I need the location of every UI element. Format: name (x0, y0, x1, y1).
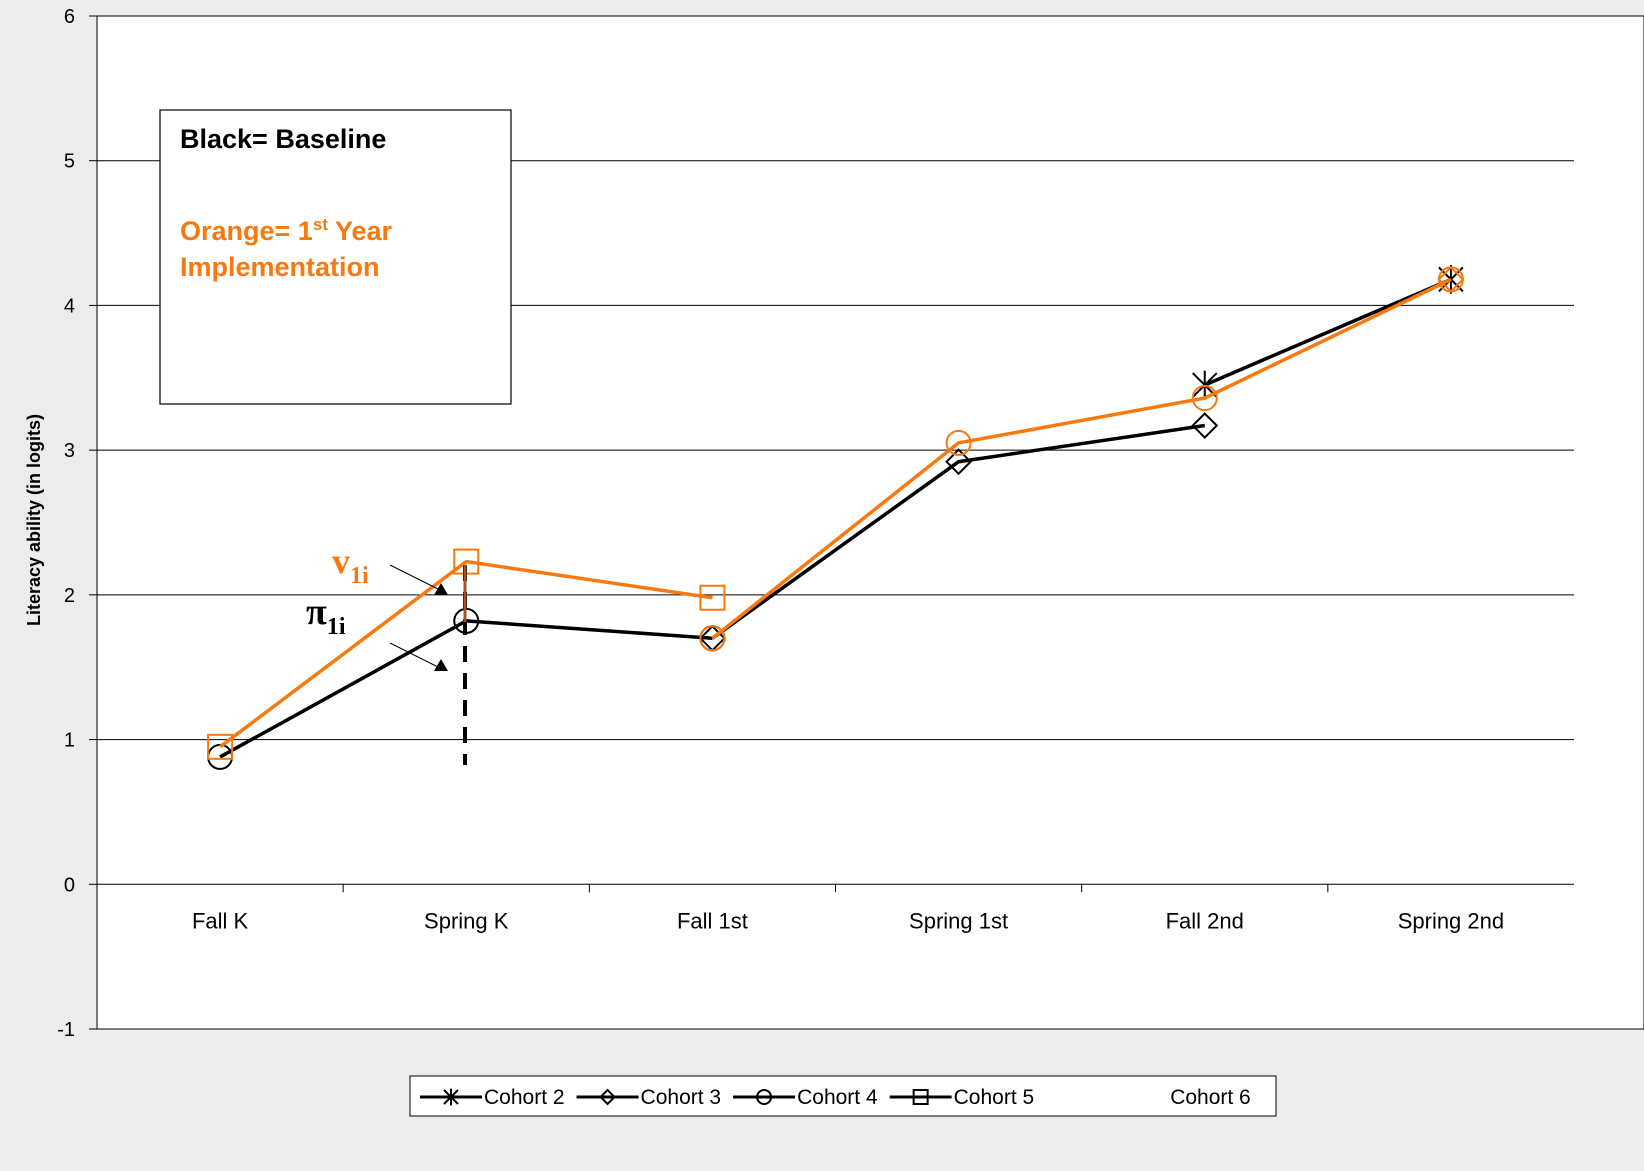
marker (443, 1088, 459, 1106)
note-black: Black= Baseline (180, 124, 386, 154)
x-tick-label: Fall K (192, 908, 249, 933)
y-tick-label: 4 (64, 295, 75, 317)
grid: -1 0 1 2 3 4 5 6 Fall K Spring K Fall 1st Spring 1s… (57, 6, 1574, 1041)
note-orange: Orange= 1st Year (180, 215, 393, 246)
marker (699, 625, 726, 652)
pi-main: π (306, 591, 327, 633)
note-orange-post: Year (328, 216, 393, 246)
legend-label: Cohort 4 (797, 1086, 878, 1109)
marker (1191, 385, 1218, 412)
legend-label: Cohort 3 (641, 1086, 722, 1109)
series-line (1204, 277, 1452, 387)
marker (599, 1088, 616, 1106)
note-orange-sup: st (313, 215, 328, 234)
arrow-head (434, 583, 448, 595)
marker (945, 429, 972, 456)
v-main: v (332, 541, 350, 581)
legend: Cohort 2 Cohort 3 Cohort 4 Cohort 5 Cohort 6 (409, 1075, 1277, 1117)
x-tick-label: Fall 1st (677, 908, 748, 933)
marker (945, 448, 972, 476)
note-orange-line2: Implementation (180, 252, 380, 282)
y-tick-label: -1 (57, 1019, 75, 1041)
y-tick-label: 0 (64, 874, 75, 896)
arrow-head (434, 659, 448, 671)
legend-label: Cohort 6 (1170, 1086, 1251, 1109)
series-line (711, 423, 1206, 640)
y-tick-label: 2 (64, 585, 75, 607)
y-tick-label: 5 (64, 151, 75, 173)
y-tick-label: 3 (64, 440, 75, 462)
x-tick-label: Spring 1st (909, 908, 1008, 933)
y-axis-label: Literacy ability (in logits) (24, 414, 44, 626)
series-line (219, 559, 713, 749)
pi-sub: 1i (327, 614, 346, 640)
y-tick-label: 1 (64, 730, 75, 752)
marker (1437, 265, 1465, 293)
legend-label: Cohort 2 (484, 1086, 565, 1109)
note-orange-pre: Orange= 1 (180, 216, 313, 246)
series-line (711, 277, 1452, 640)
marker (912, 1089, 929, 1105)
v-label: v1i (332, 541, 369, 589)
v-sub: 1i (350, 563, 369, 589)
arrow-pi (389, 642, 441, 669)
marker (207, 733, 234, 760)
marker (699, 584, 726, 611)
pi-label: π1i (306, 591, 346, 640)
x-tick-label: Fall 2nd (1166, 908, 1244, 933)
annotations: Black= Baseline Orange= 1st Year Impleme… (159, 109, 512, 765)
legend-box (409, 1075, 1277, 1117)
legend-label: Cohort 5 (954, 1086, 1035, 1109)
marker (756, 1089, 773, 1105)
x-tick-label: Spring 2nd (1398, 908, 1504, 933)
marker (1191, 412, 1219, 439)
x-tick-label: Spring K (424, 908, 509, 933)
arrow-v (389, 564, 441, 591)
y-tick-label: 6 (64, 6, 75, 28)
note-box (159, 109, 512, 405)
